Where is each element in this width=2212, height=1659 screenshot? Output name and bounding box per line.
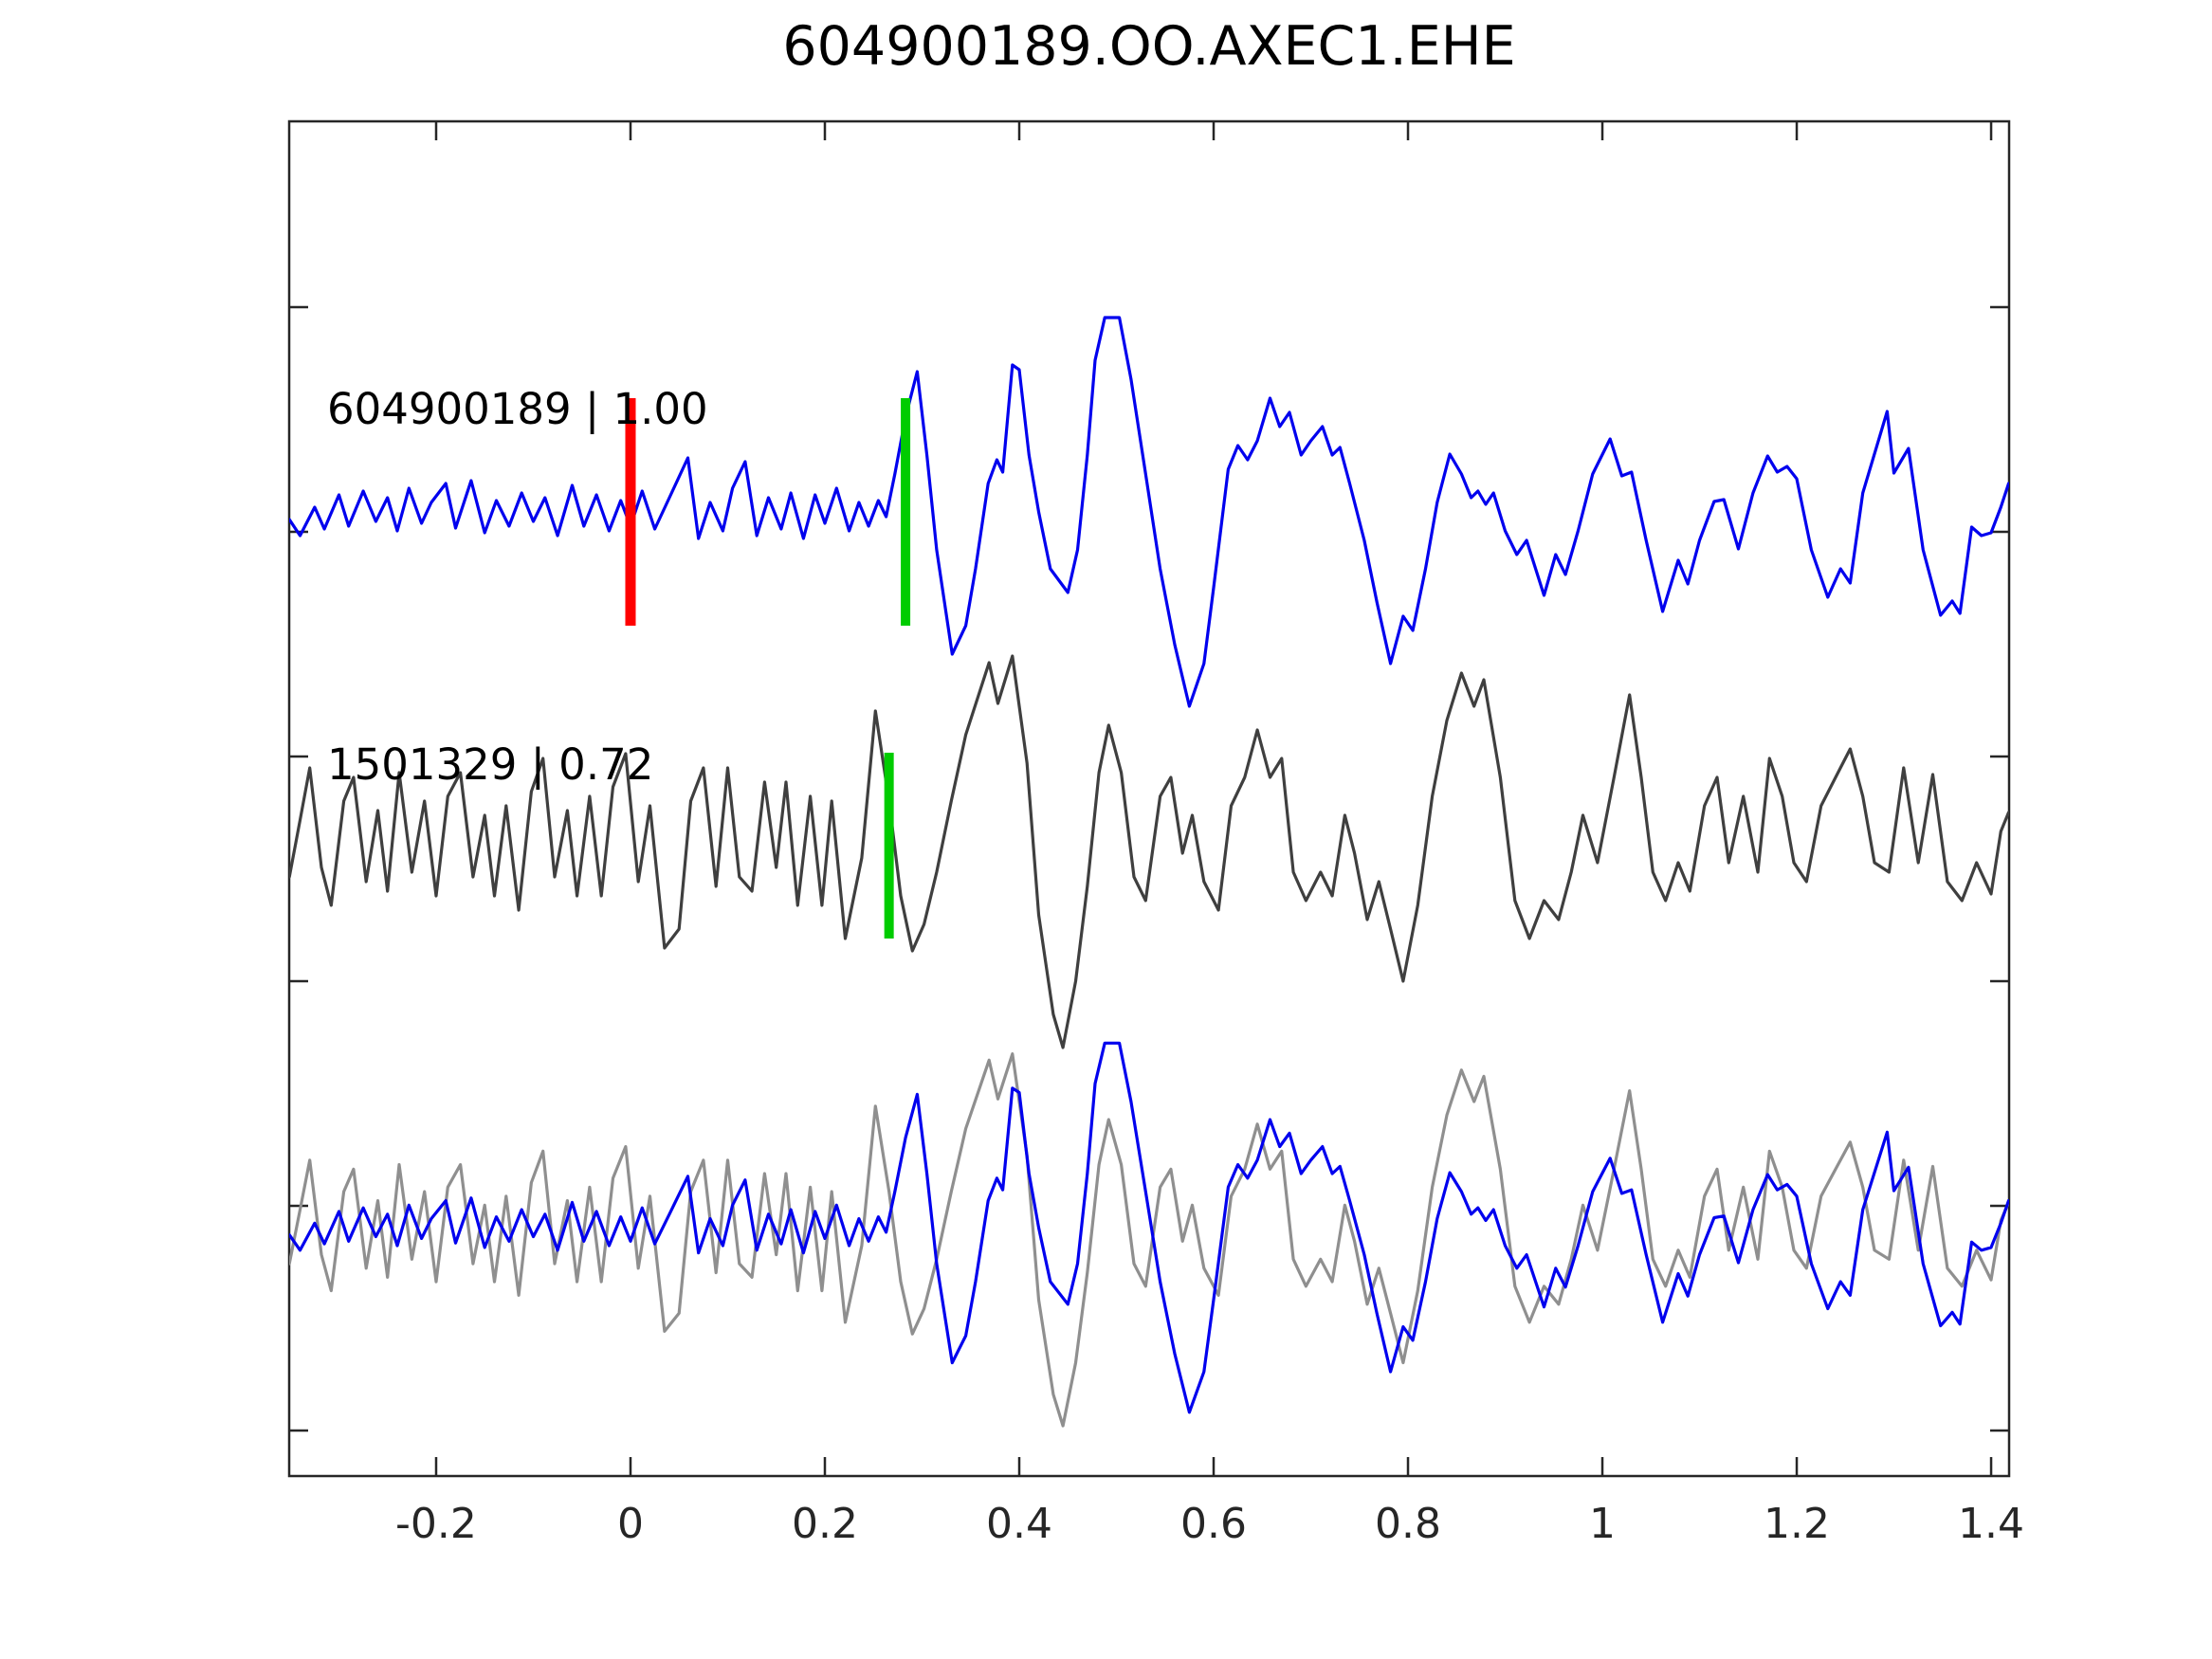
x-tick-label: 1.4 [1958,1500,2024,1548]
x-tick-label: 0.4 [986,1500,1052,1548]
x-tick-label: 0.2 [792,1500,858,1548]
x-tick-label: 1.2 [1764,1500,1830,1548]
trace-label-reference: 604900189 | 1.00 [327,384,708,434]
plot-frame [287,119,2011,1478]
trace-matched [289,654,2009,1049]
x-tick-label: -0.2 [395,1500,477,1548]
x-tick-label: 0.8 [1375,1500,1441,1548]
axes-box [287,119,2011,1478]
x-tick-label: 1 [1589,1500,1616,1548]
axis-ticks [289,121,2009,1476]
trace-reference [289,316,2009,708]
x-tick-label: 0.6 [1180,1500,1247,1548]
trace-overlay-matched [289,1052,2009,1428]
waveform-traces [289,316,2009,1428]
trace-overlay-reference [289,1041,2009,1414]
x-tick-labels: -0.2 0 0.2 0.4 0.6 0.8 1 1.2 1.4 [395,1500,2024,1548]
trace-label-matched: 1501329 | 0.72 [327,739,653,790]
figure-title: 604900189.OO.AXEC1.EHE [782,15,1515,78]
pick-markers [625,398,911,939]
x-tick-label: 0 [617,1500,644,1548]
